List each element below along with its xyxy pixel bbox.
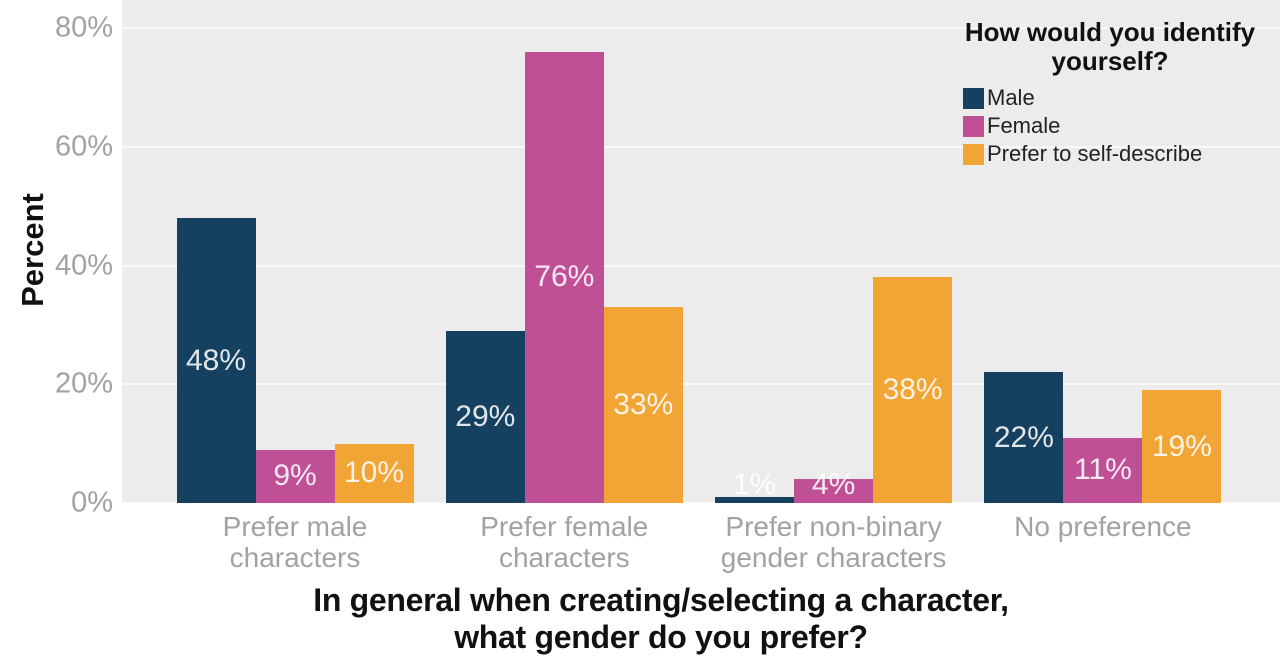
legend-swatch [963,115,984,137]
bar [255,449,335,503]
gridline [122,502,1280,504]
bar-value-label: 33% [613,388,674,422]
x-category-label-line: characters [498,542,630,573]
x-axis-title-line2: what gender do you prefer? [454,619,868,655]
bar [984,372,1064,503]
bar-value-label: 48% [185,343,247,377]
legend-items: Male Female Prefer to self-describe [963,84,1280,168]
gridline [122,383,1280,386]
gridline [122,145,1280,148]
bar-value-label: 9% [273,459,317,493]
bar-value-label: 11% [1073,453,1132,487]
bar [715,497,795,503]
bar [176,218,256,503]
y-axis-title: Percent [15,193,50,307]
bar [445,330,525,503]
x-category-label-line: characters [229,542,361,573]
legend-item-label: Prefer to self-describe [987,141,1203,166]
legend-swatch [963,143,984,165]
legend-title: How would you identify yourself? [938,18,1280,76]
bar [873,277,953,503]
x-category-label-line: Prefer male [222,511,368,542]
legend-item: Male [963,84,1280,112]
bar-value-label: 19% [1151,429,1212,463]
x-category-label-line: No preference [1014,511,1192,542]
x-category-label: Prefer non-binary gender characters [684,511,984,573]
y-tick-label: 60% [54,130,113,163]
legend: How would you identify yourself? Male Fem… [938,18,1280,168]
plot-panel [122,0,1280,503]
bar-value-label: 1% [732,468,777,501]
bar-value-label: 10% [343,456,405,490]
bar [524,51,604,503]
x-category-label-line: gender characters [720,542,947,573]
x-category-label: No preference [953,511,1253,542]
x-category-label: Prefer female characters [414,511,714,573]
bar-value-label: 22% [993,420,1054,454]
legend-item: Prefer to self-describe [963,140,1280,168]
bar [334,443,414,503]
x-category-label-line: Prefer non-binary [725,511,942,542]
y-tick-label: 0% [71,486,113,519]
bar-value-label: 38% [882,373,943,407]
bar-value-label: 29% [455,399,516,433]
bar [1063,437,1143,503]
bar [603,307,683,503]
y-tick-label: 20% [54,367,113,400]
x-axis-title-line1: In general when creating/selecting a cha… [313,582,1009,618]
bar [1142,390,1222,503]
legend-item-label: Female [987,113,1061,138]
bar-value-label: 4% [811,468,856,501]
bar-value-label: 76% [534,260,595,294]
legend-swatch [963,87,984,109]
x-category-label: Prefer male characters [145,511,445,573]
legend-title-line2: yourself? [1051,46,1169,76]
x-axis-title: In general when creating/selecting a cha… [42,582,1280,656]
y-tick-label: 40% [54,249,113,281]
x-category-label-line: Prefer female [480,511,649,542]
legend-item-label: Male [987,85,1035,110]
bar [794,479,874,503]
gridline [122,27,1280,29]
legend-title-line1: How would you identify [964,17,1256,47]
gridline [122,264,1280,267]
legend-item: Female [963,112,1280,140]
y-tick-label: 80% [54,11,113,44]
